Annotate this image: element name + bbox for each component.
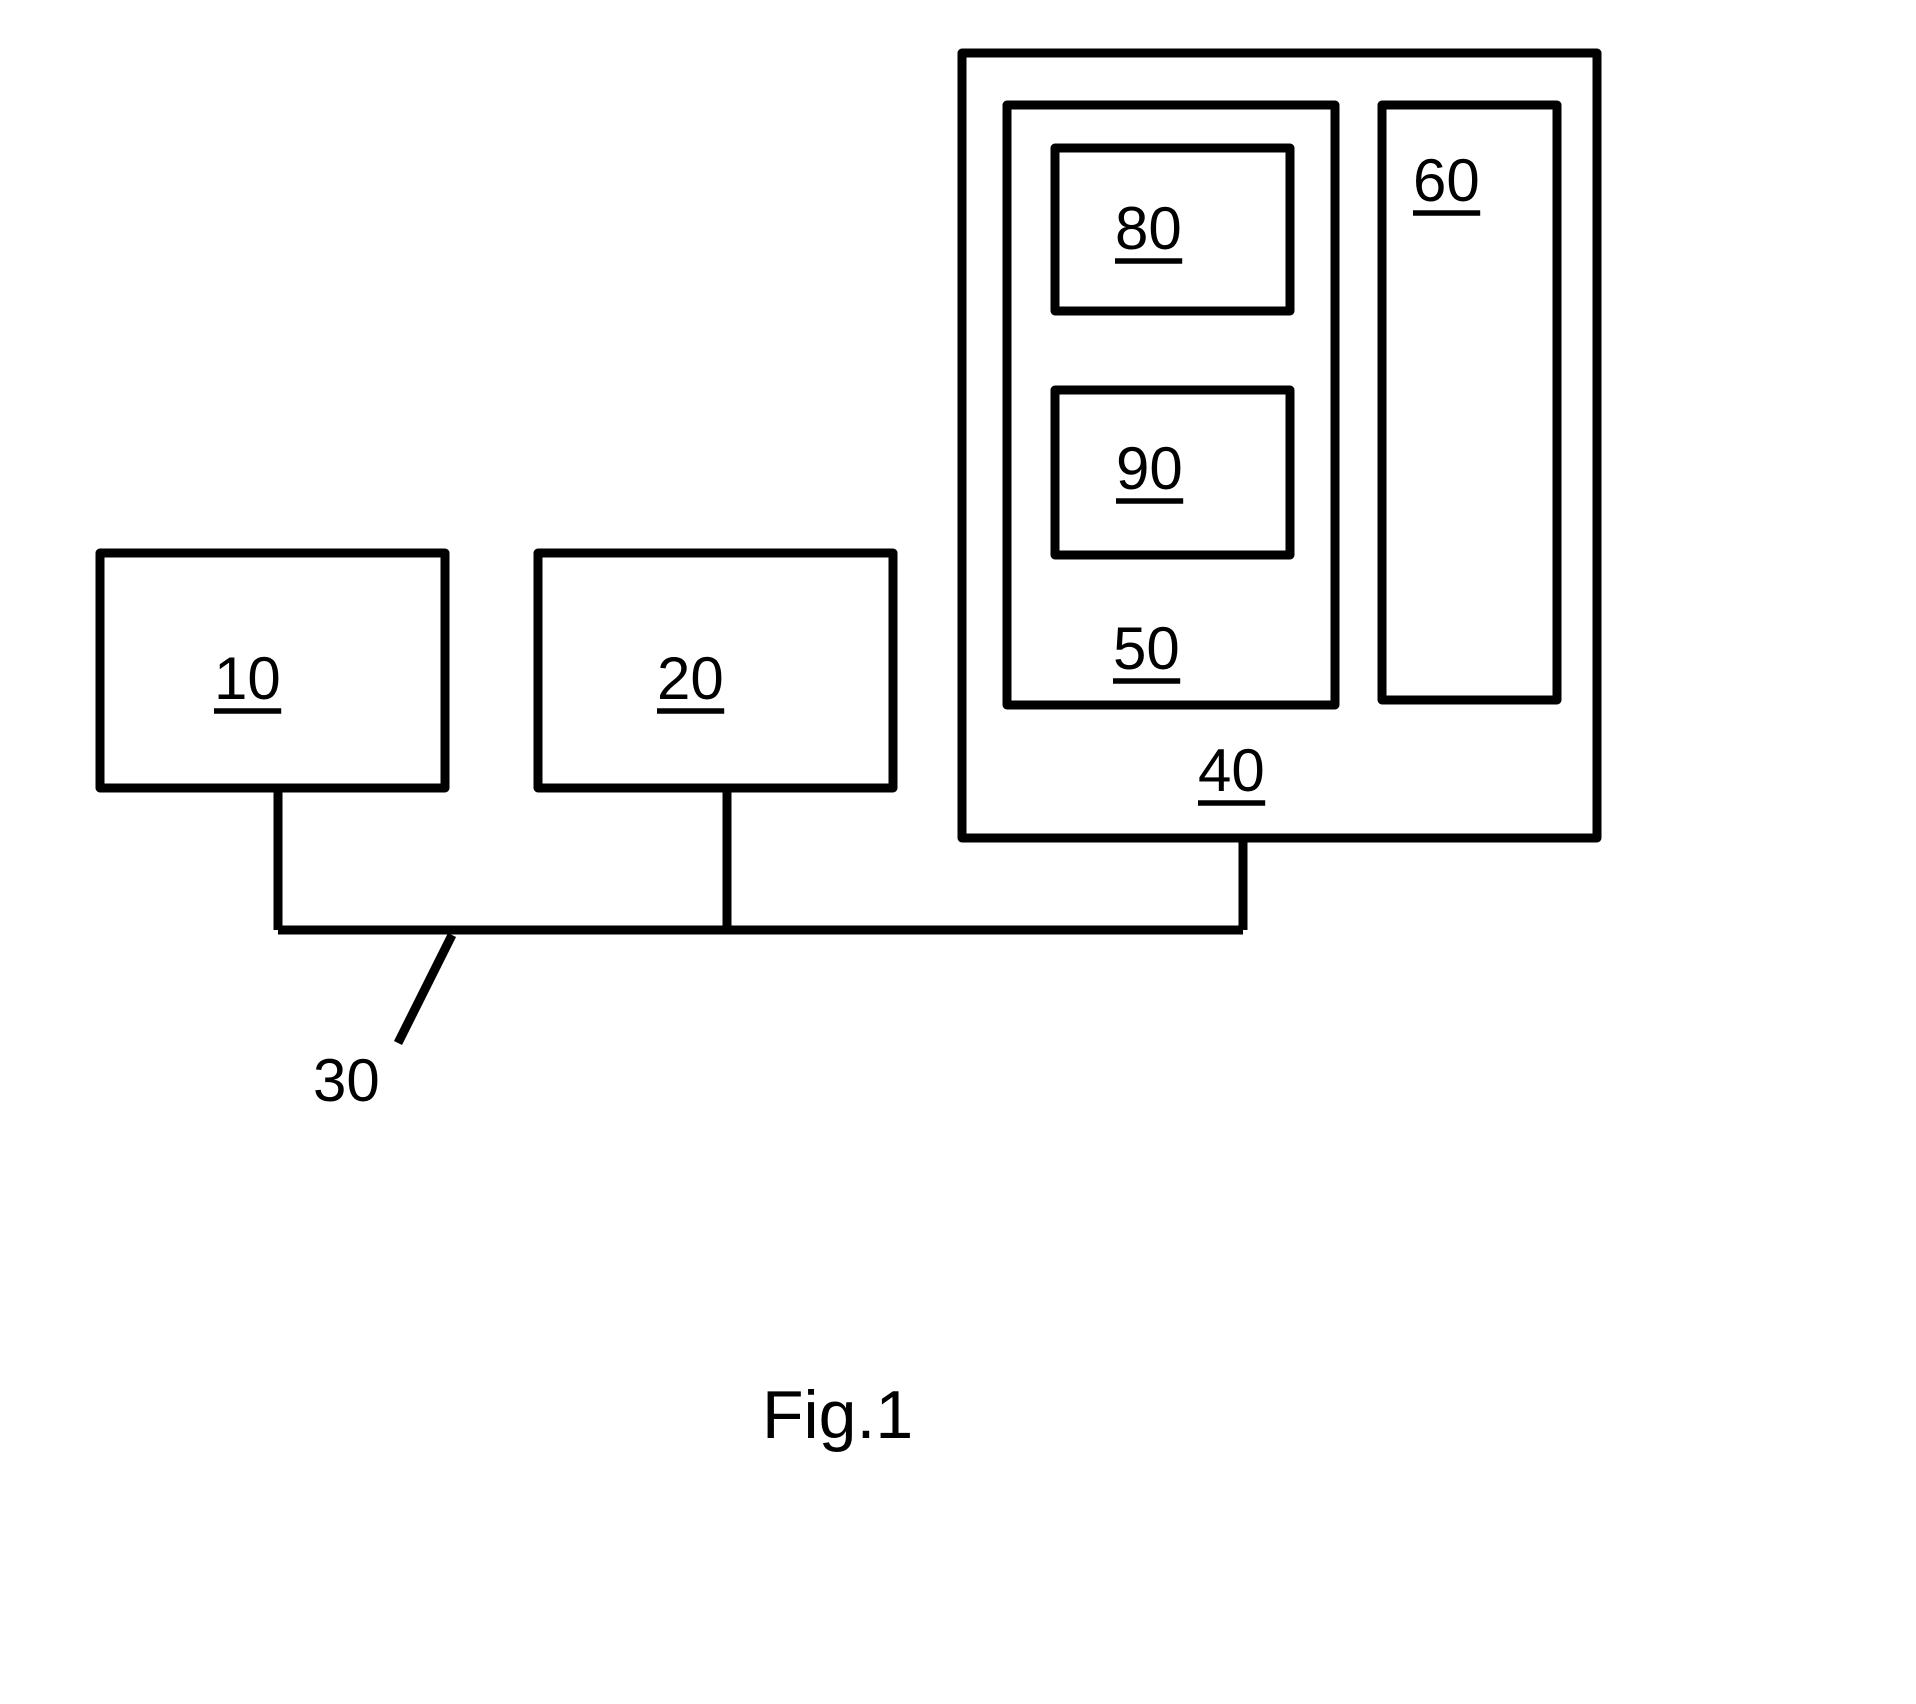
label-20: 20	[657, 645, 724, 712]
block-diagram: 10 20 40 50 60 80 90 30 Fig.1	[0, 0, 1916, 1704]
box10: 10	[100, 553, 445, 788]
label-60: 60	[1413, 147, 1480, 214]
label-40: 40	[1198, 737, 1265, 804]
box80: 80	[1055, 148, 1290, 311]
figure-caption: Fig.1	[762, 1377, 913, 1453]
box60: 60	[1382, 105, 1557, 700]
box90: 90	[1055, 390, 1290, 555]
diagram-svg: 10 20 40 50 60 80 90 30 Fig.1	[0, 0, 1916, 1704]
label-80: 80	[1115, 195, 1182, 262]
label-90: 90	[1116, 435, 1183, 502]
box20: 20	[538, 553, 893, 788]
label-30: 30	[313, 1047, 380, 1114]
label-50: 50	[1113, 615, 1180, 682]
label-10: 10	[214, 645, 281, 712]
